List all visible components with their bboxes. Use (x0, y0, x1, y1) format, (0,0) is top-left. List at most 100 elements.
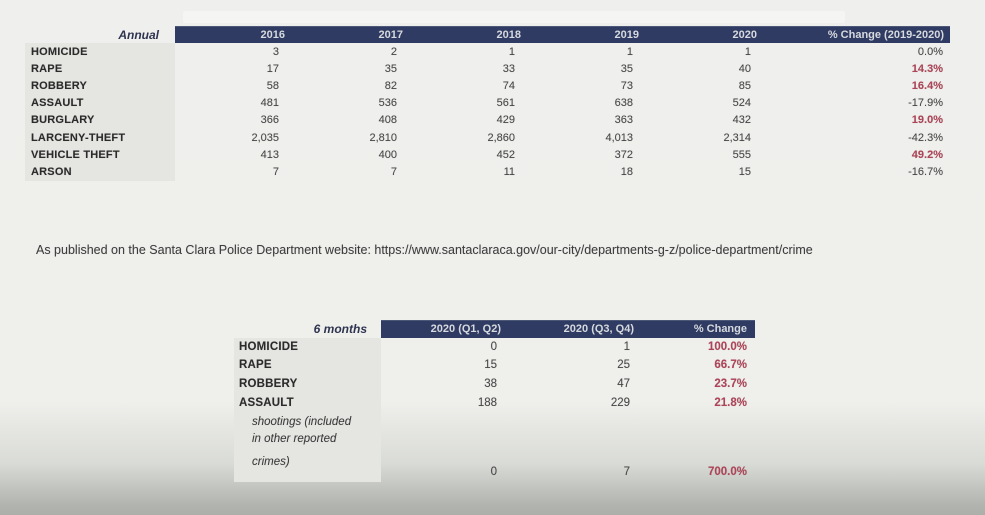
row-label: BURGLARY (25, 111, 175, 129)
shootings-note-line: crimes) (252, 455, 290, 468)
video-glare-artifact (183, 11, 845, 23)
value-cell: 18 (620, 165, 633, 178)
pct-change-cell: 49.2% (911, 148, 943, 161)
value-cell: 11 (503, 165, 515, 178)
value-cell: 555 (732, 148, 751, 161)
year-header-2018: 2018 (411, 26, 529, 43)
value-cell: 2,810 (369, 131, 397, 144)
value-cell: 7 (272, 165, 279, 178)
row-label: ROBBERY (25, 77, 175, 95)
table-row-assault: ASSAULT 481 536 561 638 524 -17.9% (25, 94, 950, 112)
pct-change-cell: -16.7% (908, 165, 943, 178)
shootings-note-line: shootings (included (252, 415, 352, 428)
value-cell: 74 (502, 79, 515, 92)
value-cell: 82 (384, 79, 397, 92)
table-row-homicide: HOMICIDE 0 1 100.0% (234, 337, 755, 357)
row-label: HOMICIDE (234, 337, 381, 357)
pct-change-header: % Change (640, 320, 755, 338)
year-header-2019: 2019 (529, 26, 647, 43)
value-cell: 188 (477, 396, 497, 409)
table-row-shootings: shootings (included in other reported cr… (234, 411, 755, 482)
row-label: RAPE (234, 356, 381, 375)
pct-change-cell: 23.7% (714, 377, 747, 390)
value-cell: 229 (610, 396, 630, 409)
table-row-rape: RAPE 17 35 33 35 40 14.3% (25, 60, 950, 78)
shootings-note-line: in other reported (252, 432, 337, 445)
value-cell: 2 (390, 45, 397, 58)
shootings-note-label: shootings (included in other reported cr… (234, 411, 381, 482)
row-label: LARCENY-THEFT (25, 128, 175, 147)
table-row-arson: ARSON 7 7 11 18 15 -16.7% (25, 163, 950, 181)
row-label: ASSAULT (25, 94, 175, 112)
value-cell: 0 (490, 340, 497, 353)
value-cell: 524 (732, 97, 751, 110)
year-header-2016: 2016 (175, 26, 293, 43)
row-label: VEHICLE THEFT (25, 146, 175, 164)
annual-table-title: Annual (118, 27, 159, 42)
value-cell: 561 (496, 97, 515, 110)
value-cell: 85 (738, 79, 751, 92)
annual-table-header-row: Annual 2016 2017 2018 2019 2020 % Change… (25, 26, 950, 43)
value-cell: 1 (623, 340, 630, 353)
value-cell: 38 (484, 377, 497, 390)
value-cell: 35 (384, 62, 397, 75)
value-cell: 366 (260, 114, 279, 127)
value-cell: 4,013 (605, 131, 633, 144)
value-cell: 35 (620, 62, 633, 75)
pct-change-cell: 21.8% (714, 396, 747, 409)
value-cell: 372 (614, 148, 633, 161)
value-cell: 2,314 (723, 131, 751, 144)
pct-change-cell: -42.3% (908, 131, 943, 144)
value-cell: 58 (266, 79, 279, 92)
value-cell: 481 (260, 97, 279, 110)
table-row-robbery: ROBBERY 38 47 23.7% (234, 374, 755, 394)
annual-crime-table: Annual 2016 2017 2018 2019 2020 % Change… (25, 26, 950, 181)
value-cell: 432 (732, 114, 751, 127)
value-cell: 7 (390, 165, 397, 178)
value-cell: 1 (744, 45, 751, 58)
year-header-2020: 2020 (647, 26, 765, 43)
value-cell: 33 (502, 62, 515, 75)
value-cell: 7 (623, 465, 630, 478)
value-cell: 3 (272, 45, 279, 58)
value-cell: 413 (260, 148, 279, 161)
table-row-assault: ASSAULT 188 229 21.8% (234, 393, 755, 412)
value-cell: 1 (508, 45, 515, 58)
q1q2-header: 2020 (Q1, Q2) (381, 320, 507, 338)
value-cell: 47 (617, 377, 630, 390)
value-cell: 536 (378, 97, 397, 110)
table-row-larceny-theft: LARCENY-THEFT 2,035 2,810 2,860 4,013 2,… (25, 128, 950, 147)
row-label: HOMICIDE (25, 43, 175, 61)
six-month-header-row: 6 months 2020 (Q1, Q2) 2020 (Q3, Q4) % C… (234, 320, 755, 338)
table-row-rape: RAPE 15 25 66.7% (234, 356, 755, 375)
value-cell: 408 (378, 114, 397, 127)
row-label: ROBBERY (234, 374, 381, 394)
source-note: As published on the Santa Clara Police D… (36, 243, 813, 257)
value-cell: 2,035 (251, 131, 279, 144)
row-label: RAPE (25, 60, 175, 78)
value-cell: 638 (614, 97, 633, 110)
pct-change-cell: 100.0% (707, 340, 747, 353)
pct-change-cell: 66.7% (714, 359, 747, 372)
value-cell: 15 (738, 165, 751, 178)
pct-change-cell: 0.0% (917, 45, 943, 58)
value-cell: 429 (496, 114, 515, 127)
pct-change-cell: 700.0% (707, 465, 747, 478)
value-cell: 452 (496, 148, 515, 161)
value-cell: 40 (738, 62, 751, 75)
table-row-vehicle-theft: VEHICLE THEFT 413 400 452 372 555 49.2% (25, 146, 950, 164)
pct-change-cell: -17.9% (908, 97, 943, 110)
six-month-table: 6 months 2020 (Q1, Q2) 2020 (Q3, Q4) % C… (234, 320, 755, 482)
table-row-burglary: BURGLARY 366 408 429 363 432 19.0% (25, 111, 950, 129)
six-month-table-title: 6 months (313, 321, 367, 336)
value-cell: 15 (484, 359, 497, 372)
value-cell: 17 (266, 62, 279, 75)
value-cell: 25 (617, 359, 630, 372)
pct-change-cell: 19.0% (911, 114, 943, 127)
value-cell: 2,860 (487, 131, 515, 144)
row-label: ARSON (25, 163, 175, 181)
pct-change-cell: 14.3% (911, 62, 943, 75)
value-cell: 73 (620, 79, 633, 92)
value-cell: 1 (626, 45, 633, 58)
table-row-homicide: HOMICIDE 3 2 1 1 1 0.0% (25, 43, 950, 61)
